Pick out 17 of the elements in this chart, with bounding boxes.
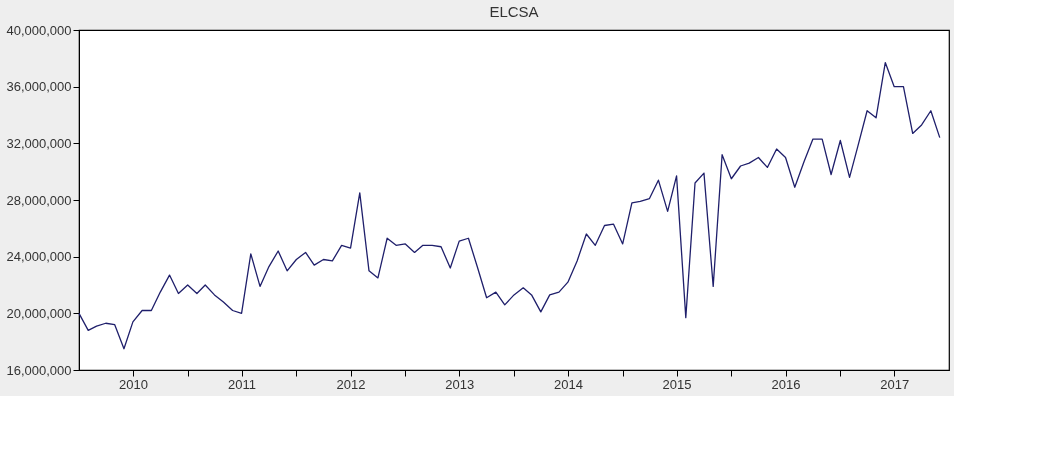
x-tick-label: 2012	[336, 376, 366, 392]
y-tick-label: 36,000,000	[6, 79, 72, 95]
y-tick-label: 24,000,000	[6, 249, 72, 265]
y-tick-label: 16,000,000	[6, 362, 72, 378]
line-series	[78, 61, 941, 350]
x-tick-label: 2015	[662, 376, 692, 392]
x-tick-label: 2013	[445, 376, 475, 392]
y-tick-label: 20,000,000	[6, 305, 72, 321]
x-tick-label: 2017	[880, 376, 910, 392]
x-tick-label: 2016	[771, 376, 801, 392]
x-tick-label: 2014	[553, 376, 583, 392]
y-tick-label: 32,000,000	[6, 135, 72, 151]
x-tick-label: 2010	[118, 376, 148, 392]
y-tick-label: 40,000,000	[6, 22, 72, 38]
chart-title: ELCSA	[489, 3, 539, 20]
y-tick-label: 28,000,000	[6, 192, 72, 208]
x-tick-label: 2011	[228, 376, 257, 392]
